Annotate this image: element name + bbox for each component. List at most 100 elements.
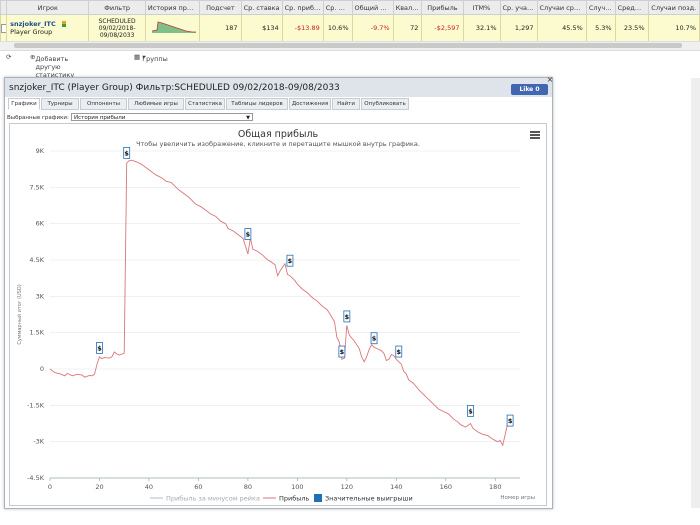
player-cell[interactable]: snzjoker_ITC Player Group	[6, 14, 90, 42]
table-row[interactable]: snzjoker_ITC Player Group SCHEDULED 09/0…	[0, 14, 700, 42]
big-win-marker-label: $	[508, 417, 513, 425]
big-win-marker	[338, 345, 346, 358]
refresh-icon[interactable]: ⟳	[6, 53, 12, 61]
legend-label-profit: Прибыль	[279, 495, 310, 503]
groups-label: Группы	[142, 55, 168, 63]
dialog-header[interactable]: snzjoker_ITC (Player Group) Фильтр:SCHED…	[5, 75, 554, 97]
big-win-marker	[506, 414, 514, 427]
y-axis-title: Суммарный итог (USD)	[16, 284, 23, 344]
big-win-marker-label: $	[397, 348, 402, 356]
col-header-middle[interactable]: Средние/	[614, 0, 649, 15]
facebook-like-button[interactable]: Like 0	[511, 84, 548, 95]
series-line-profit	[49, 159, 509, 447]
tab-find[interactable]: Найти	[332, 98, 360, 110]
legend-label-big-wins: Значительные выигрыши	[325, 495, 413, 503]
avg-roi-cell: 10.6%	[322, 14, 353, 42]
col-header-avg-profit[interactable]: Ср. прибыль	[281, 0, 324, 15]
rank-cases-cell: 5.3%	[585, 14, 616, 42]
horizontal-scrollbar[interactable]	[0, 41, 700, 51]
avg-entrants-cell: 1,297	[499, 14, 538, 42]
big-win-marker-label: $	[372, 335, 377, 343]
col-header-early-cases[interactable]: Случаи средн.	[536, 0, 587, 15]
profit-sparkline[interactable]	[152, 20, 197, 34]
graph-select-label: Выбранные графики:	[7, 115, 69, 121]
x-tick-label: 60	[194, 483, 202, 491]
dialog-title: snzjoker_ITC (Player Group) Фильтр:SCHED…	[9, 83, 340, 93]
profit-history-sparkline-cell[interactable]	[144, 14, 201, 42]
col-header-profit[interactable]: Прибыль	[421, 0, 464, 15]
player-group-label: Player Group	[10, 28, 53, 36]
total-roi-cell: -9.7%	[351, 14, 394, 42]
chart-container[interactable]: Общая прибыль Чтобы увеличить изображени…	[9, 123, 547, 506]
x-tick-label: 140	[390, 483, 402, 491]
tab-graphs[interactable]: Графики	[8, 98, 40, 110]
x-tick-label: 20	[95, 483, 103, 491]
big-win-marker	[123, 147, 131, 159]
col-header-player[interactable]: Игрок	[6, 0, 90, 15]
itm-cell: 32.1%	[462, 14, 501, 42]
y-tick-label: 1.5K	[29, 329, 44, 337]
y-tick-label: 9K	[36, 147, 45, 155]
y-tick-label: 6K	[36, 220, 45, 228]
col-header-avg-stake[interactable]: Ср. ставка	[240, 0, 283, 15]
col-header-filter[interactable]: Фильтр	[88, 0, 146, 15]
add-stats-button[interactable]: ⊕ Добавить другую статистику	[30, 53, 75, 79]
big-win-marker	[96, 342, 103, 354]
x-tick-label: 120	[341, 483, 353, 491]
big-win-marker	[343, 310, 351, 323]
big-win-marker	[395, 345, 403, 358]
tab-publish[interactable]: Опубликовать	[361, 98, 409, 110]
col-header-late-cases[interactable]: Случаи позд.	[647, 0, 700, 15]
big-win-marker-label: $	[288, 257, 293, 265]
tab-leaderboards[interactable]: Таблицы лидеров	[226, 98, 288, 110]
x-tick-label: 180	[489, 483, 501, 491]
x-tick-label: 0	[48, 483, 52, 491]
stats-header-row: Игрок Фильтр История прибыли Подсчет Ср.…	[0, 0, 700, 15]
graph-select-dropdown[interactable]: История прибыли ▼	[71, 113, 253, 121]
x-tick-label: 160	[440, 483, 452, 491]
col-header-avg-roi[interactable]: Ср. ROI	[322, 0, 353, 15]
graph-select-value: История прибыли	[74, 115, 126, 121]
y-tick-label: 3K	[36, 292, 45, 300]
y-tick-label: 0	[40, 365, 44, 373]
qualif-cell: 72	[392, 14, 423, 42]
stats-toolbar: ⟳ ⊕ Добавить другую статистику ▦ Группы …	[0, 51, 700, 79]
col-header-profit-history[interactable]: История прибыли	[144, 0, 201, 15]
x-axis-title: Номер игры	[500, 495, 535, 501]
big-win-marker-label: $	[340, 348, 345, 356]
filter-cell: SCHEDULED 09/02/2018- 09/08/2033	[88, 14, 146, 42]
tab-statistics[interactable]: Статистика	[185, 98, 225, 110]
row-checkbox[interactable]	[1, 23, 6, 33]
col-header-count[interactable]: Подсчет	[199, 0, 242, 15]
col-header-avg-entrants[interactable]: Ср. участн.	[499, 0, 538, 15]
chevron-down-icon: ▼	[246, 115, 250, 121]
col-header-itm[interactable]: ITM%	[462, 0, 501, 15]
tab-favorite-games[interactable]: Любимые игры	[128, 98, 184, 110]
x-tick-label: 40	[145, 483, 153, 491]
y-tick-label: -3K	[33, 438, 44, 446]
avg-stake-cell: $134	[240, 14, 283, 42]
player-name-link[interactable]: snzjoker_ITC	[10, 20, 56, 28]
close-icon[interactable]: ×	[546, 75, 554, 84]
tab-opponents[interactable]: Оппоненты	[80, 98, 127, 110]
player-graph-dialog: snzjoker_ITC (Player Group) Фильтр:SCHED…	[4, 75, 554, 509]
col-header-total-roi[interactable]: Общий ROI	[351, 0, 394, 15]
col-header-qualif[interactable]: Квалиф.	[392, 0, 423, 15]
middle-cell: 23.5%	[614, 14, 649, 42]
scrollbar-thumb[interactable]	[14, 43, 682, 48]
add-stats-label: Добавить другую статистику	[35, 55, 75, 79]
tab-tournaments[interactable]: Турниры	[41, 98, 79, 110]
vertical-scrollbar[interactable]	[691, 78, 700, 508]
big-win-marker	[286, 254, 294, 267]
groups-button[interactable]: ▦ Группы ▾	[134, 53, 168, 63]
y-tick-label: 4.5K	[29, 256, 44, 264]
chart-menu-icon[interactable]	[530, 131, 540, 139]
early-cases-cell: 45.5%	[536, 14, 587, 42]
stats-table: Игрок Фильтр История прибыли Подсчет Ср.…	[0, 0, 700, 42]
tab-achievements[interactable]: Достижения	[289, 98, 331, 110]
avg-profit-cell: -$13.89	[281, 14, 324, 42]
col-header-rank-cases[interactable]: Случаи ран.	[585, 0, 616, 15]
big-win-marker	[370, 332, 378, 345]
filter-line-1: SCHEDULED	[98, 17, 136, 25]
